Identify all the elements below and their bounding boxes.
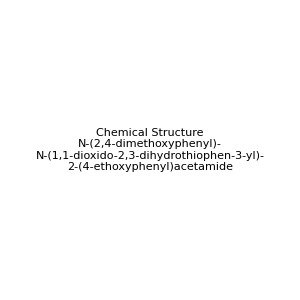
Text: Chemical Structure
N-(2,4-dimethoxyphenyl)-
N-(1,1-dioxido-2,3-dihydrothiophen-3: Chemical Structure N-(2,4-dimethoxypheny…	[35, 128, 265, 172]
